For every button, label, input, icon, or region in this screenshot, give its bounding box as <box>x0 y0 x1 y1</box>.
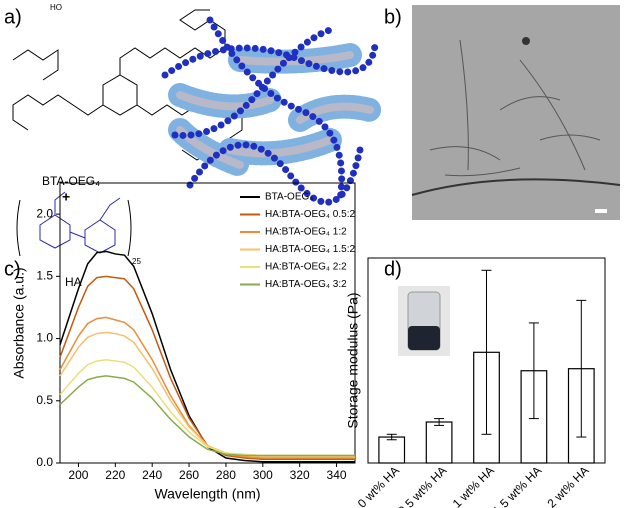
scale-bar <box>595 209 607 213</box>
compound-label: BTA-OEG₄ <box>42 174 100 188</box>
x-tick-label: 260 <box>179 468 199 482</box>
repeat-label: 25 <box>132 257 141 266</box>
panel-label: a) <box>4 6 22 28</box>
data-line <box>59 375 355 457</box>
y-axis-label: Storage modulus (Pa) <box>345 292 361 428</box>
panel-label: c) <box>4 258 21 280</box>
legend-label: HA:BTA-OEG₄ 1:2 <box>265 227 347 238</box>
particle <box>522 37 530 45</box>
benzene-ring <box>102 74 138 116</box>
y-axis-label: Absorbance (a.u.) <box>11 267 27 378</box>
bond <box>54 191 66 215</box>
film-edge <box>411 178 621 196</box>
polymer-chain <box>186 141 364 206</box>
side-chain <box>179 9 226 48</box>
x-tick-label: 300 <box>253 468 273 482</box>
bar <box>378 436 406 464</box>
data-line <box>59 358 355 457</box>
x-tick-label: 340 <box>327 468 347 482</box>
x-tick-label: 1.5 wt% HA <box>490 463 544 508</box>
polymer-chain <box>206 16 346 204</box>
x-tick-label: 2 wt% HA <box>545 463 592 508</box>
bracket <box>16 199 132 257</box>
panel-label: b) <box>384 6 402 28</box>
plus-sign: + <box>62 189 70 205</box>
data-line <box>59 331 355 458</box>
bar <box>425 421 453 464</box>
x-tick-label: 220 <box>105 468 125 482</box>
polymer-label: HA <box>65 275 82 289</box>
polymer-chain <box>171 26 334 139</box>
fiber-core <box>176 91 274 111</box>
sugar-ring <box>84 219 116 254</box>
x-tick-label: 200 <box>68 468 88 482</box>
y-tick-label: 0.5 <box>36 393 53 407</box>
bond <box>99 197 121 221</box>
fiber-core <box>236 51 354 66</box>
legend-label: HA:BTA-OEG₄ 1.5:2 <box>265 244 355 255</box>
polymer-chain <box>161 41 379 79</box>
x-tick-label: 240 <box>142 468 162 482</box>
fiber <box>539 134 601 141</box>
side-chain <box>12 94 104 131</box>
micrograph-background <box>412 5 620 220</box>
x-tick-label: 0 wt% HA <box>355 463 402 508</box>
legend-label: HA:BTA-OEG₄ 3:2 <box>265 279 347 290</box>
y-tick-label: 1.5 <box>36 269 53 283</box>
data-line <box>59 316 355 459</box>
fiber <box>519 59 586 171</box>
fiber <box>499 96 561 111</box>
plot-frame <box>59 182 356 464</box>
y-tick-label: 1.0 <box>36 331 53 345</box>
legend-label: HA:BTA-OEG₄ 2:2 <box>265 262 347 273</box>
legend-label: HA:BTA-OEG₄ 0.5:2 <box>265 209 355 220</box>
data-line <box>59 275 355 461</box>
x-tick-label: 1 wt% HA <box>450 463 497 508</box>
fiber <box>444 167 521 177</box>
fiber-core <box>226 136 334 158</box>
chem-label: HO <box>50 3 62 12</box>
vial-photo <box>398 286 450 356</box>
micrograph <box>411 5 621 220</box>
y-tick-label: 0.0 <box>36 455 53 469</box>
bond <box>69 231 86 239</box>
side-chain <box>12 49 59 81</box>
fiber <box>429 146 501 161</box>
x-tick-label: 280 <box>216 468 236 482</box>
data-line <box>59 250 355 463</box>
y-tick-label: 2.0 <box>36 206 53 220</box>
gel <box>408 326 440 350</box>
assembly-cartoon <box>161 16 382 206</box>
x-tick-label: 0.5 wt% HA <box>395 463 449 508</box>
fiber <box>459 39 469 171</box>
fiber-core <box>296 102 374 124</box>
panel-label: d) <box>384 258 402 280</box>
x-axis-label: Wavelength (nm) <box>154 486 260 502</box>
legend-label: BTA-OEG₄ <box>265 192 313 203</box>
x-tick-label: 320 <box>290 468 310 482</box>
